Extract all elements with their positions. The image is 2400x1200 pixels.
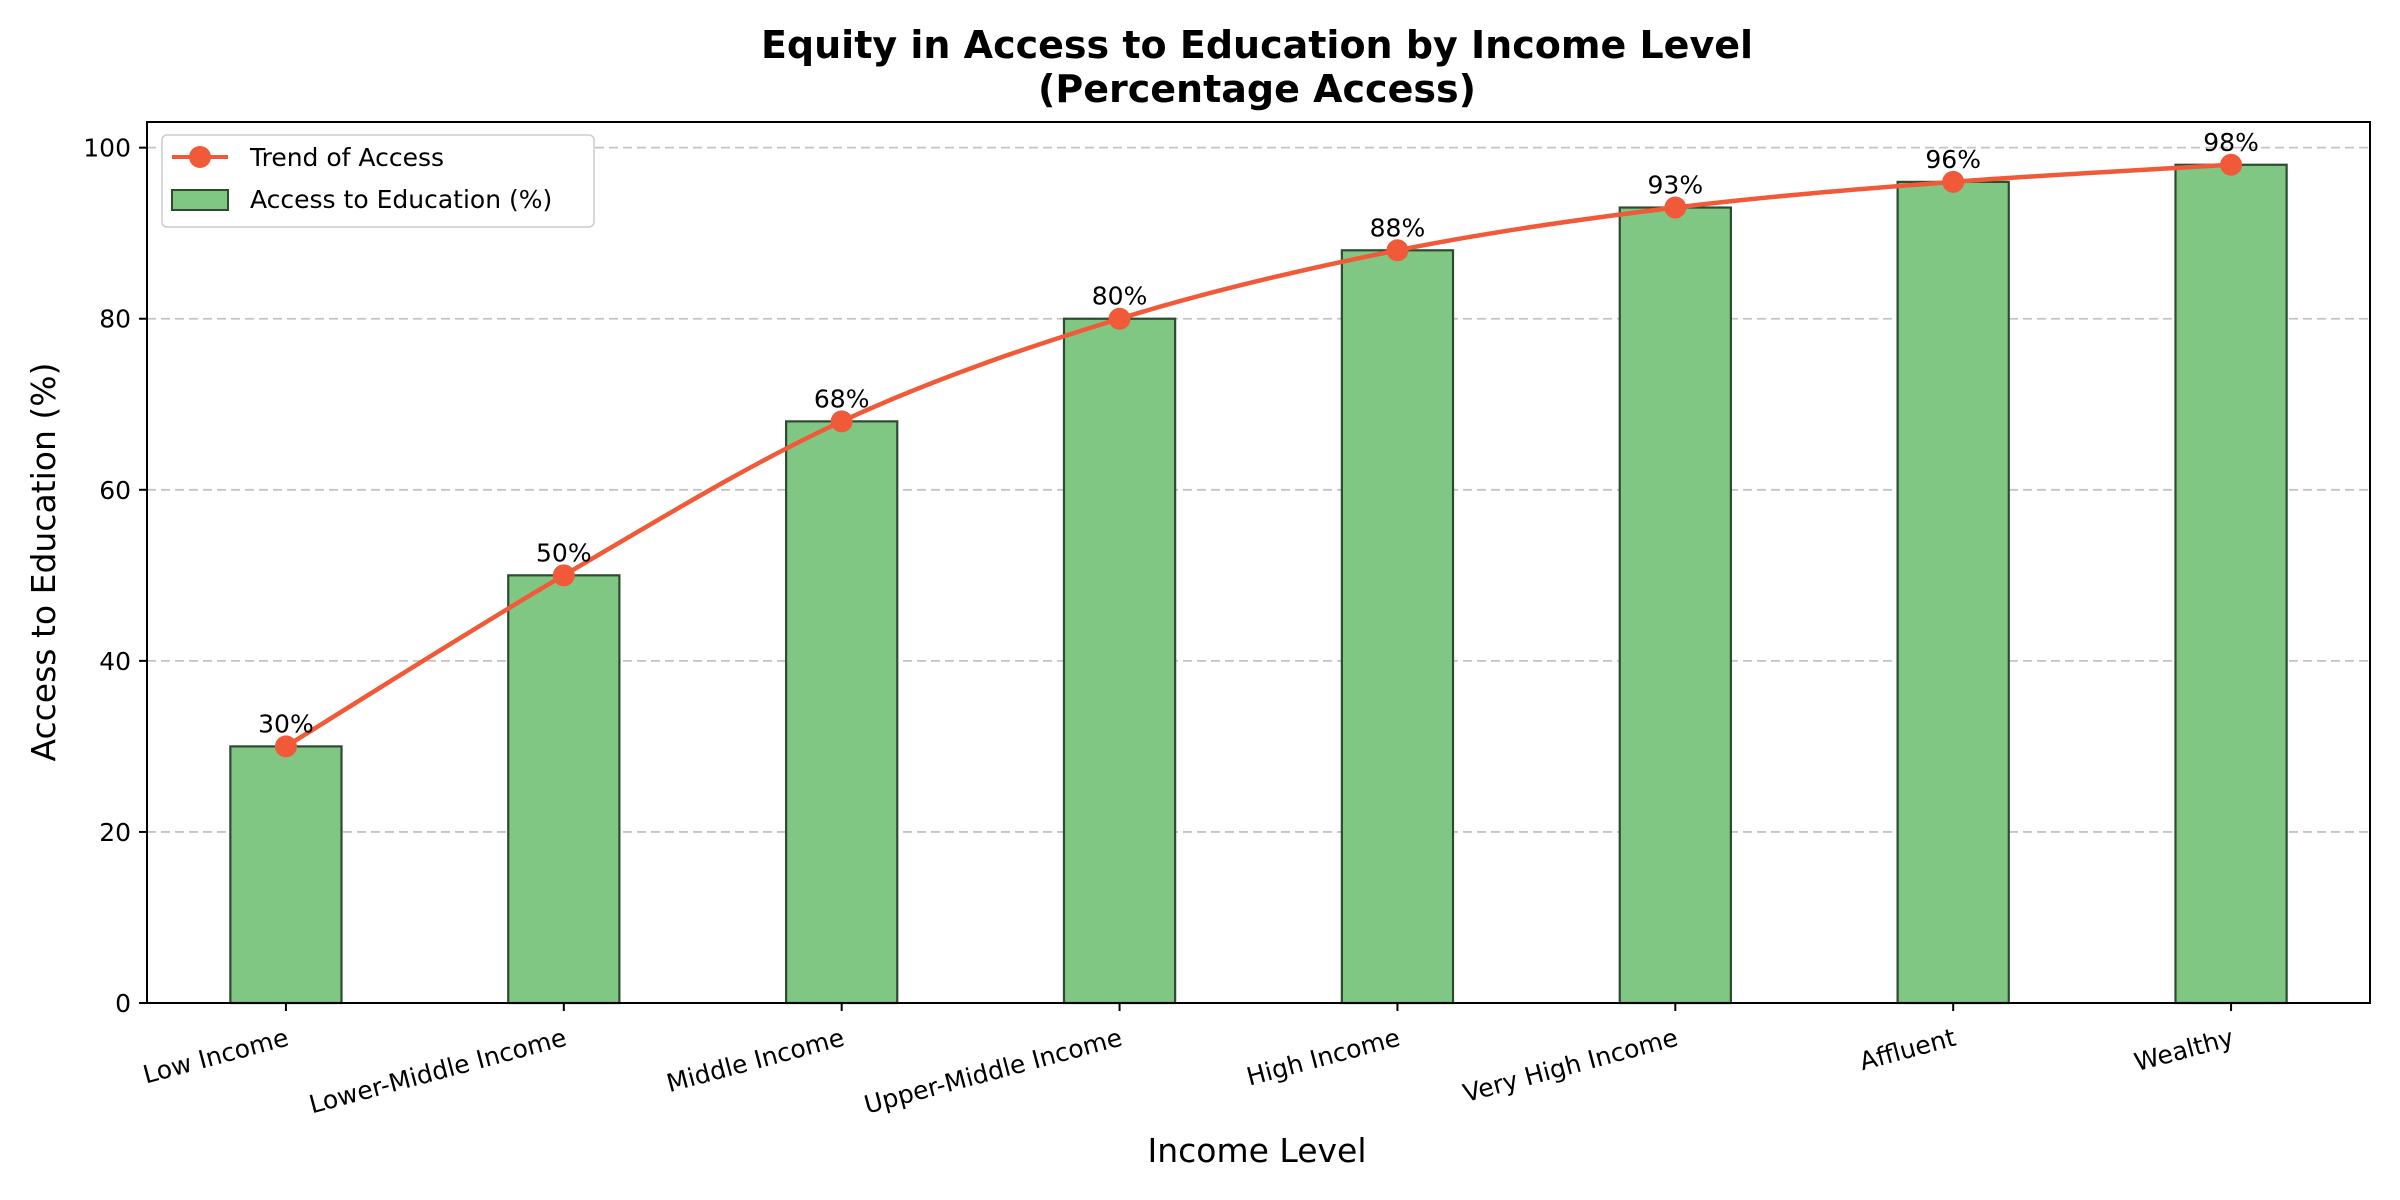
trend-point — [552, 564, 575, 587]
data-label: 68% — [814, 384, 870, 413]
x-tick-label: Affluent — [1856, 1023, 1958, 1076]
x-tick-label: High Income — [1243, 1023, 1403, 1092]
data-label: 98% — [2203, 128, 2259, 157]
bar — [1062, 317, 1177, 1005]
x-tick-label: Low Income — [140, 1023, 292, 1090]
data-label: 88% — [1370, 213, 1426, 242]
legend-label-bars: Access to Education (%) — [250, 185, 552, 214]
y-tick-label: 20 — [99, 818, 131, 847]
legend-marker-swatch — [189, 146, 211, 168]
trend-point — [274, 735, 297, 758]
x-tick-label: Lower-Middle Income — [306, 1023, 569, 1120]
chart-title-line-1: Equity in Access to Education by Income … — [761, 23, 1753, 67]
y-tick-label: 60 — [99, 476, 131, 505]
x-axis-title: Income Level — [1147, 1131, 1366, 1170]
trend-line-layer — [274, 153, 2243, 758]
x-tick-label: Wealthy — [2131, 1023, 2237, 1077]
trend-point — [1108, 307, 1131, 330]
bar — [1896, 180, 2010, 1005]
data-label: 80% — [1092, 282, 1148, 311]
x-tick-label: Very High Income — [1460, 1023, 1681, 1108]
trend-point — [1386, 239, 1409, 262]
data-label: 50% — [536, 538, 592, 567]
bar — [1340, 249, 1455, 1005]
bar-layer — [229, 163, 2288, 1005]
bar — [1618, 206, 1732, 1005]
bar — [785, 420, 899, 1005]
trend-line — [284, 162, 2232, 749]
y-axis-title: Access to Education (%) — [24, 363, 63, 762]
y-tick-label: 0 — [115, 989, 131, 1018]
trend-point — [2220, 153, 2243, 176]
data-label-layer: 30% 50% 68% 80% 88% 93% 96% 98% — [258, 128, 2259, 739]
trend-point — [1942, 170, 1965, 193]
chart-title-line-2: (Percentage Access) — [1038, 67, 1476, 111]
x-tick-label: Upper-Middle Income — [861, 1023, 1125, 1120]
bar — [507, 574, 621, 1005]
data-label: 96% — [1925, 145, 1981, 174]
x-tick-label: Middle Income — [663, 1023, 847, 1098]
y-tick-label: 80 — [99, 305, 131, 334]
y-tick-label: 100 — [83, 134, 131, 163]
legend-frame — [161, 134, 595, 228]
trend-point — [1664, 196, 1687, 219]
data-label: 30% — [258, 709, 314, 738]
legend-label-trend: Trend of Access — [249, 143, 444, 172]
grid-layer — [147, 146, 2370, 833]
bar — [229, 745, 343, 1005]
y-tick-label: 40 — [99, 647, 131, 676]
trend-point — [830, 410, 853, 433]
legend-bar-swatch — [171, 189, 229, 211]
bar — [2174, 163, 2288, 1005]
plot-frame — [146, 121, 2371, 1004]
data-label: 93% — [1648, 171, 1704, 200]
axis-layer: 0 20 40 60 80 100 Low Income Lower-Middle Incom… — [83, 121, 2371, 1120]
legend: Trend of Access Access to Education (%) — [161, 134, 595, 228]
